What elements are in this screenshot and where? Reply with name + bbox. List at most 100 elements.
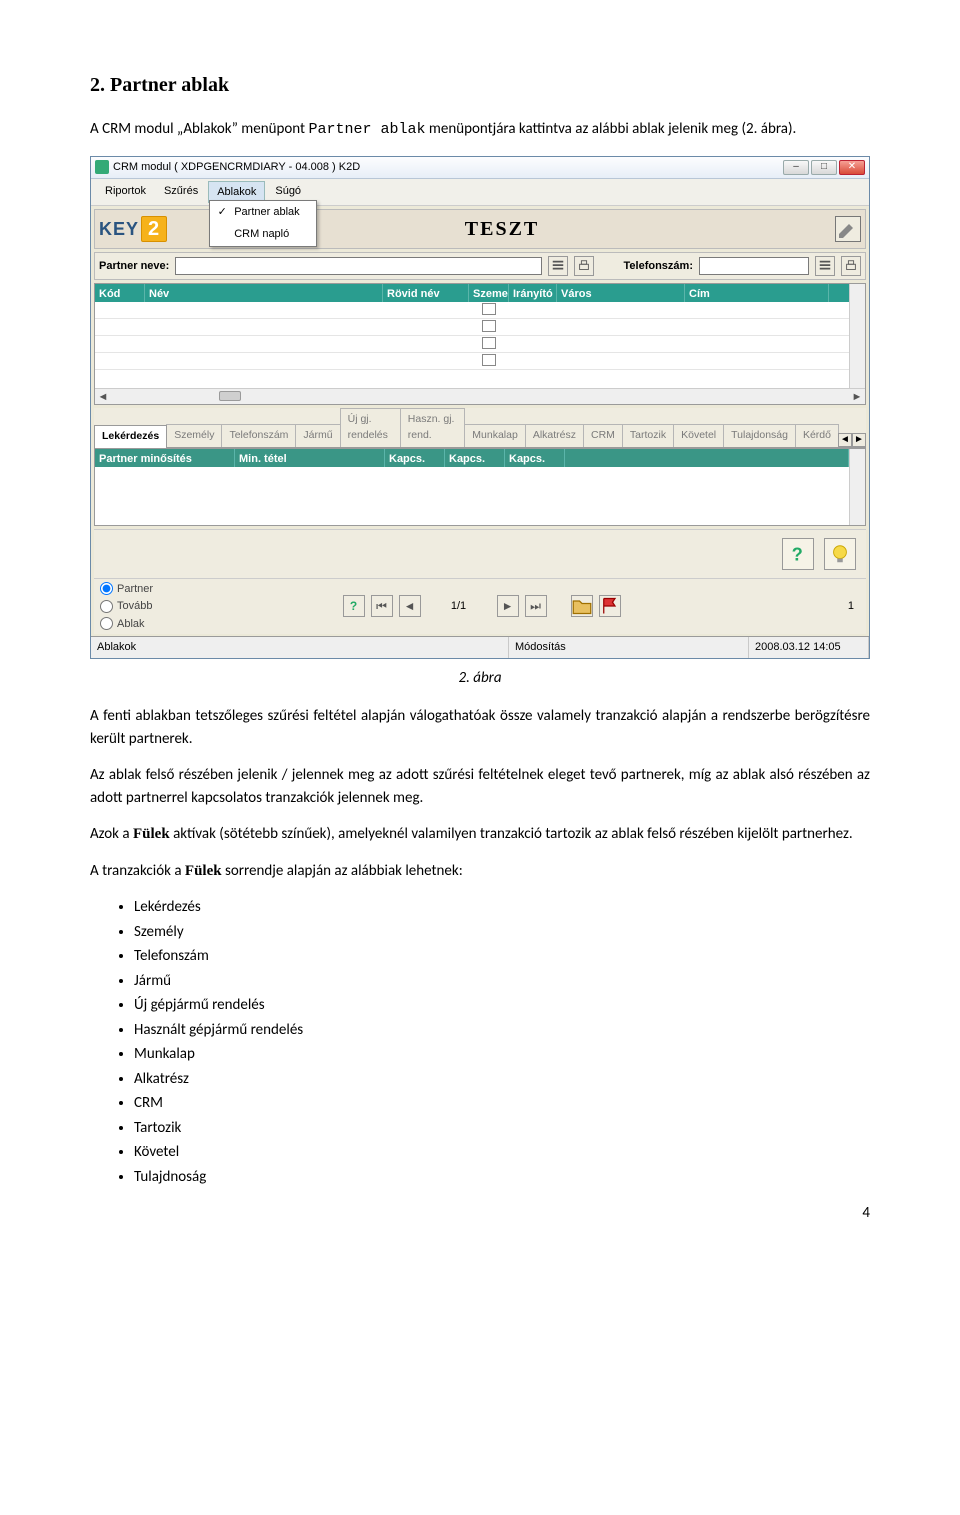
printer-icon-button-2[interactable] — [841, 256, 861, 276]
column-header[interactable]: Kód — [95, 284, 145, 302]
radio-ablak[interactable]: Ablak — [100, 616, 153, 633]
submenu-label: CRM napló — [234, 226, 289, 243]
column-header[interactable]: Szeme — [469, 284, 509, 302]
toolbar-row: ? — [94, 529, 866, 578]
column-header[interactable]: Kapcs. — [385, 449, 445, 467]
list-item: CRM — [134, 1092, 870, 1115]
submenu-crm-naplo[interactable]: CRM napló — [210, 223, 315, 246]
tab-haszn-gj-rend-[interactable]: Haszn. gj. rend. — [400, 408, 466, 447]
statusbar: Ablakok Módosítás 2008.03.12 14:05 — [91, 636, 869, 658]
list-item: Alkatrész — [134, 1068, 870, 1091]
list-item: Használt gépjármű rendelés — [134, 1019, 870, 1042]
detail-grid-header: Partner minősítésMin. tételKapcs.Kapcs.K… — [95, 449, 849, 467]
list-item: Tulajdnoság — [134, 1166, 870, 1189]
v-scrollbar-2[interactable] — [849, 449, 865, 525]
v-scrollbar[interactable] — [849, 284, 865, 388]
list-item: Munkalap — [134, 1043, 870, 1066]
pager-prev-button[interactable]: ◄ — [399, 595, 421, 617]
list-item: Lekérdezés — [134, 896, 870, 919]
page-number: 4 — [90, 1202, 870, 1225]
list-item: Jármű — [134, 970, 870, 993]
column-header[interactable]: Kapcs. — [505, 449, 565, 467]
status-left: Ablakok — [91, 637, 509, 658]
pager-first-button[interactable]: ⏮ — [371, 595, 393, 617]
partner-name-input[interactable] — [175, 257, 541, 275]
window-title: CRM modul ( XDPGENCRMDIARY - 04.008 ) K2… — [113, 159, 783, 176]
partner-grid: KódNévRövid névSzemeIrányítóVárosCím ◄► — [94, 283, 866, 405]
detail-grid-body[interactable] — [95, 467, 849, 525]
list-item: Tartozik — [134, 1117, 870, 1140]
tab-k-rd-[interactable]: Kérdő — [795, 424, 839, 447]
column-header[interactable]: Kapcs. — [445, 449, 505, 467]
column-header[interactable]: Város — [557, 284, 685, 302]
check-icon: ✓ — [216, 204, 228, 221]
lightbulb-icon — [829, 543, 851, 565]
tab-tartozik[interactable]: Tartozik — [622, 424, 674, 447]
tab-scroll-left[interactable]: ◄ — [838, 433, 852, 447]
submenu-label: Partner ablak — [234, 204, 299, 221]
pager-text: 1/1 — [427, 598, 491, 615]
tab-szem-ly[interactable]: Személy — [166, 424, 222, 447]
idea-button[interactable] — [824, 538, 856, 570]
pager-help-button[interactable]: ? — [343, 595, 365, 617]
maximize-button[interactable]: □ — [811, 160, 837, 175]
tab-tulajdons-g[interactable]: Tulajdonság — [723, 424, 796, 447]
pager-next-button[interactable]: ► — [497, 595, 519, 617]
list-item: Telefonszám — [134, 945, 870, 968]
list-icon-button-2[interactable] — [815, 256, 835, 276]
printer-icon-button-1[interactable] — [574, 256, 594, 276]
list-item: Személy — [134, 921, 870, 944]
tab-lek-rdez-s[interactable]: Lekérdezés — [94, 425, 167, 448]
flag-icon — [600, 596, 620, 616]
column-header[interactable]: Rövid név — [383, 284, 469, 302]
question-icon: ? — [350, 597, 357, 615]
help-button[interactable]: ? — [782, 538, 814, 570]
status-mid: Módosítás — [509, 637, 749, 658]
bullet-list: LekérdezésSzemélyTelefonszámJárműÚj gépj… — [134, 896, 870, 1188]
tab-j-rm-[interactable]: Jármű — [295, 424, 340, 447]
column-header[interactable]: Irányító — [509, 284, 557, 302]
pager: ? ⏮ ◄ 1/1 ► ⏭ — [161, 595, 802, 617]
close-button[interactable]: ✕ — [839, 160, 865, 175]
menu-szures[interactable]: Szűrés — [156, 181, 206, 204]
radio-tovabb[interactable]: Tovább — [100, 598, 153, 615]
intro-text-2: menüpontjára kattintva az alábbi ablak j… — [429, 120, 796, 138]
submenu-partner-ablak[interactable]: ✓ Partner ablak — [210, 201, 315, 224]
menu-riportok[interactable]: Riportok — [97, 181, 154, 204]
pager-flag-button[interactable] — [599, 595, 621, 617]
paragraph-b: Az ablak felső részében jelenik / jelenn… — [90, 764, 870, 809]
h-scrollbar[interactable]: ◄► — [95, 388, 865, 404]
column-header[interactable]: Partner minősítés — [95, 449, 235, 467]
column-header[interactable]: Cím — [685, 284, 829, 302]
list-item: Követel — [134, 1141, 870, 1164]
paragraph-d: A tranzakciók a Fülek sorrendje alapján … — [90, 860, 870, 883]
tab-scroll-right[interactable]: ► — [852, 433, 866, 447]
radio-partner[interactable]: Partner — [100, 581, 153, 598]
intro-text-1: A CRM modul „Ablakok” menüpont — [90, 120, 308, 138]
titlebar: CRM modul ( XDPGENCRMDIARY - 04.008 ) K2… — [91, 157, 869, 179]
tab--j-gj-rendel-s[interactable]: Új gj. rendelés — [340, 408, 401, 447]
list-icon-button-1[interactable] — [548, 256, 568, 276]
paragraph-a: A fenti ablakban tetszőleges szűrési fel… — [90, 705, 870, 750]
tab-crm[interactable]: CRM — [583, 424, 623, 447]
svg-text:?: ? — [792, 543, 803, 564]
list-item: Új gépjármű rendelés — [134, 994, 870, 1017]
scope-radio-group: Partner Tovább Ablak — [100, 581, 153, 633]
figure-caption: 2. ábra — [90, 667, 870, 690]
app-window: CRM modul ( XDPGENCRMDIARY - 04.008 ) K2… — [90, 156, 870, 659]
app-icon — [95, 160, 109, 174]
partner-grid-body[interactable] — [95, 302, 849, 388]
column-header[interactable]: Min. tétel — [235, 449, 385, 467]
menu-ablakok[interactable]: Ablakok ✓ Partner ablak CRM napló — [208, 181, 265, 204]
tab-telefonsz-m[interactable]: Telefonszám — [221, 424, 296, 447]
pager-open-button[interactable] — [571, 595, 593, 617]
footer-row: Partner Tovább Ablak ? ⏮ ◄ 1/1 ► ⏭ 1 — [94, 578, 866, 635]
brand-right-icon[interactable] — [835, 216, 861, 242]
tab-munkalap[interactable]: Munkalap — [464, 424, 526, 447]
tab-alkatr-sz[interactable]: Alkatrész — [525, 424, 584, 447]
tab-k-vetel[interactable]: Követel — [673, 424, 724, 447]
column-header[interactable]: Név — [145, 284, 383, 302]
pager-last-button[interactable]: ⏭ — [525, 595, 547, 617]
minimize-button[interactable]: – — [783, 160, 809, 175]
telefon-input[interactable] — [699, 257, 809, 275]
